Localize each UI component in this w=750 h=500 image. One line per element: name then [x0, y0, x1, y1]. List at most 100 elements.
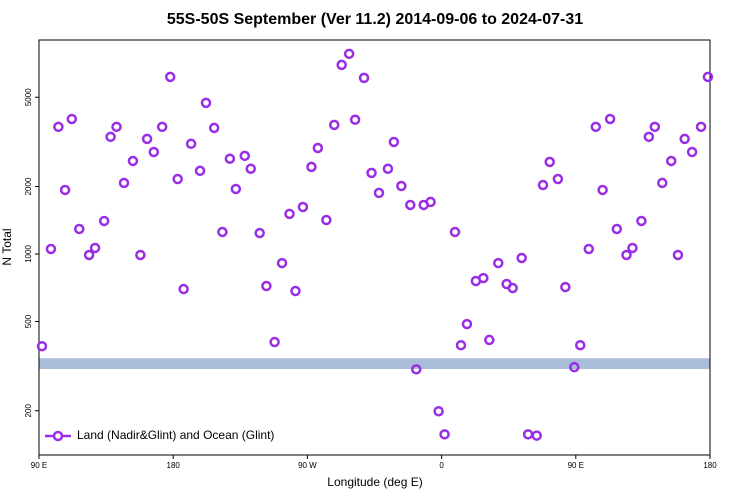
point — [358, 72, 370, 84]
point — [552, 173, 564, 185]
point — [164, 71, 176, 83]
point — [411, 364, 422, 375]
point — [98, 215, 110, 227]
point — [702, 71, 714, 83]
point — [306, 161, 317, 173]
point — [544, 156, 555, 168]
y-tick-label: 500 — [24, 314, 33, 328]
point — [321, 214, 332, 226]
point — [111, 121, 122, 133]
point — [349, 114, 361, 125]
point — [396, 180, 407, 192]
point — [156, 121, 168, 133]
point — [276, 257, 288, 269]
point — [59, 184, 71, 196]
x-axis-label: Longitude (deg E) — [327, 475, 422, 489]
point — [686, 146, 698, 158]
point — [672, 249, 684, 261]
point — [178, 283, 189, 295]
band — [39, 358, 710, 370]
point — [148, 146, 160, 158]
point — [382, 163, 394, 174]
point — [200, 97, 212, 109]
point — [455, 339, 467, 351]
point — [449, 226, 461, 238]
point — [569, 361, 580, 373]
point — [575, 339, 586, 351]
x-tick-label: 90 E — [31, 461, 47, 470]
legend-label: Land (Nadir&Glint) and Ocean (Glint) — [77, 428, 274, 442]
point — [597, 184, 608, 196]
point — [484, 334, 495, 346]
point — [425, 196, 436, 208]
point — [135, 249, 146, 261]
point — [679, 133, 690, 145]
point — [66, 113, 78, 125]
point — [516, 252, 527, 264]
point — [83, 249, 95, 261]
point — [373, 187, 385, 199]
point — [627, 242, 638, 254]
point — [621, 249, 632, 261]
point — [433, 406, 444, 417]
point — [522, 429, 534, 440]
point — [611, 223, 623, 235]
legend-marker — [52, 430, 64, 442]
point — [217, 226, 228, 238]
plot-frame — [38, 39, 711, 456]
point — [230, 183, 242, 195]
x-tick-label: 90 E — [568, 461, 584, 470]
point — [172, 173, 183, 185]
x-tick-label: 180 — [703, 461, 717, 470]
point — [604, 113, 616, 125]
point — [665, 155, 677, 167]
point — [336, 59, 347, 71]
point — [36, 340, 48, 352]
y-tick-label: 5000 — [24, 88, 33, 106]
point — [53, 121, 64, 133]
point — [105, 131, 116, 143]
point — [493, 257, 504, 269]
y-tick-label: 200 — [24, 404, 33, 418]
point — [328, 119, 340, 131]
point — [224, 153, 236, 164]
point — [636, 215, 647, 227]
point — [537, 179, 549, 191]
point — [239, 150, 251, 162]
point — [405, 199, 416, 211]
point — [254, 227, 265, 239]
point — [141, 133, 153, 145]
point — [185, 138, 197, 150]
point — [343, 48, 355, 60]
point — [208, 122, 220, 134]
point — [74, 223, 85, 235]
point — [269, 336, 280, 348]
y-tick-label: 2000 — [24, 177, 33, 195]
point — [127, 155, 139, 167]
point — [590, 121, 602, 133]
x-tick-label: 0 — [439, 461, 444, 470]
point — [531, 430, 542, 441]
point — [695, 121, 707, 133]
x-tick-label: 180 — [167, 461, 181, 470]
point — [657, 177, 668, 189]
chart-title: 55S-50S September (Ver 11.2) 2014-09-06 … — [167, 11, 583, 28]
point — [290, 285, 301, 297]
point — [478, 272, 489, 284]
point — [312, 142, 324, 154]
point — [297, 201, 309, 213]
x-tick-label: 90 W — [298, 461, 317, 470]
point — [245, 163, 256, 174]
point — [194, 165, 206, 177]
point — [388, 136, 400, 148]
point — [89, 242, 101, 254]
point — [583, 243, 595, 255]
point — [461, 318, 473, 330]
point — [439, 429, 450, 440]
point — [560, 281, 571, 293]
point — [366, 167, 377, 179]
point — [649, 121, 661, 133]
point — [118, 177, 130, 189]
point — [45, 243, 57, 255]
